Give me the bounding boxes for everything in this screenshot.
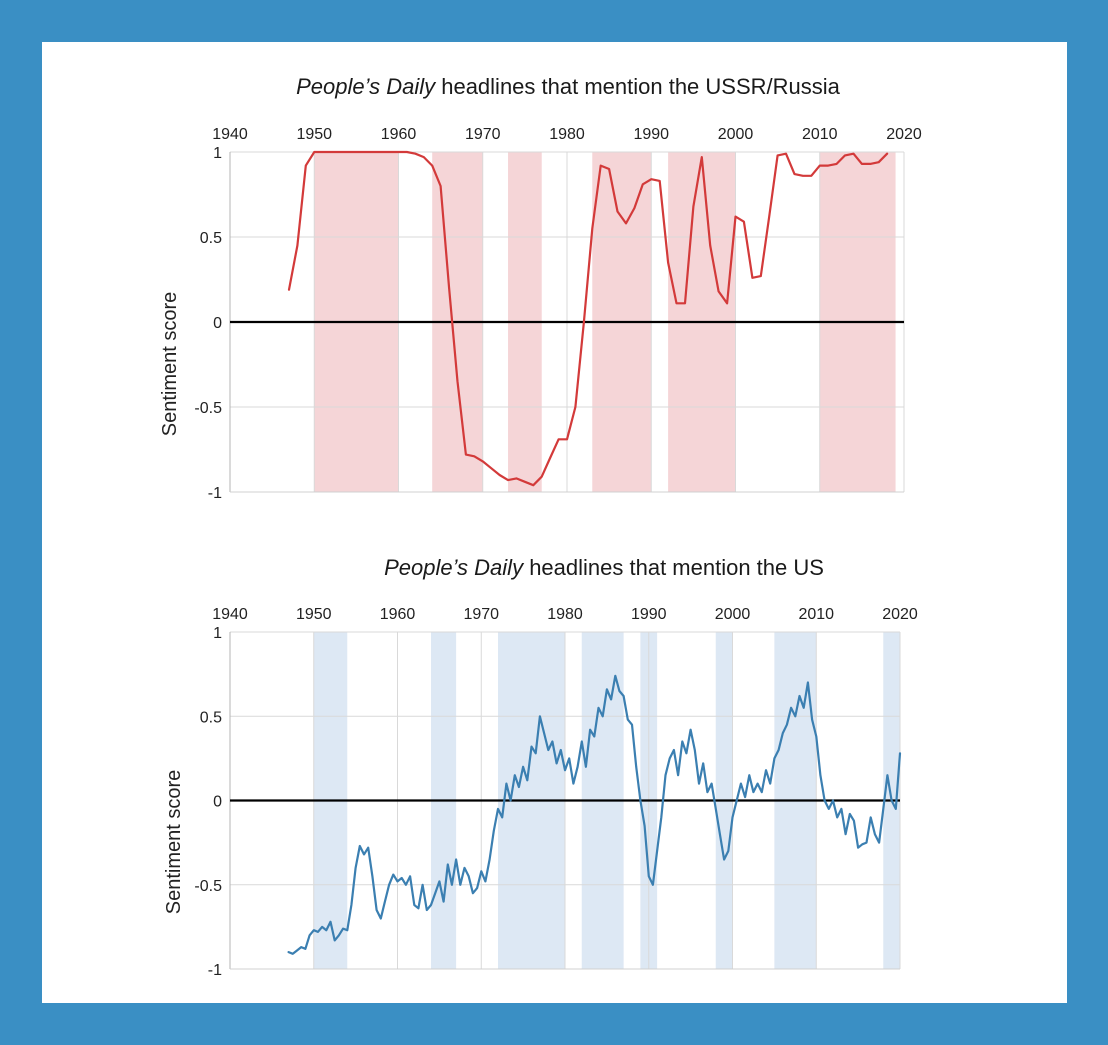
series-lines <box>287 150 889 487</box>
chart-title-rest: headlines that mention the US <box>523 555 824 580</box>
y-tick-label: 1 <box>213 625 222 642</box>
y-tick-label: 1 <box>213 145 222 162</box>
chart-title-italic: People’s Daily <box>296 74 437 99</box>
x-tick-label: 1950 <box>296 126 332 143</box>
y-axis-label: Sentiment score <box>163 770 185 915</box>
y-tick-label: 0.5 <box>200 709 222 726</box>
y-tick-labels: 1 0.5 0 -0.5 -1 <box>194 145 222 502</box>
x-tick-label: 2000 <box>718 126 754 143</box>
x-tick-label: 1970 <box>465 126 501 143</box>
chart-title-italic: People’s Daily <box>384 555 525 580</box>
x-tick-label: 2010 <box>798 606 834 623</box>
x-tick-label: 1970 <box>463 606 499 623</box>
x-tick-label: 1940 <box>212 606 248 623</box>
chart-title: People’s Daily headlines that mention th… <box>384 555 824 580</box>
x-tick-label: 2020 <box>882 606 918 623</box>
y-tick-label: 0 <box>213 315 222 332</box>
chart-title-rest: headlines that mention the USSR/Russia <box>435 74 841 99</box>
y-tick-label: 0.5 <box>200 230 222 247</box>
chart-ussr-russia: People’s Daily headlines that mention th… <box>159 74 922 502</box>
figure-panel: People’s Daily headlines that mention th… <box>42 42 1067 1003</box>
charts-canvas: People’s Daily headlines that mention th… <box>159 74 922 979</box>
x-tick-label: 1960 <box>381 126 417 143</box>
y-tick-label: -0.5 <box>194 878 222 895</box>
x-tick-label: 2020 <box>886 126 922 143</box>
chart-us: People’s Daily headlines that mention th… <box>163 555 918 979</box>
x-tick-label: 1990 <box>631 606 667 623</box>
y-tick-label: -0.5 <box>194 400 222 417</box>
x-tick-label: 2010 <box>802 126 838 143</box>
series-lines <box>287 674 902 955</box>
y-tick-label: -1 <box>208 962 222 979</box>
x-tick-label: 1940 <box>212 126 248 143</box>
x-tick-label: 1990 <box>633 126 669 143</box>
y-tick-label: -1 <box>208 485 222 502</box>
x-tick-label: 2000 <box>715 606 751 623</box>
x-tick-label: 1980 <box>549 126 585 143</box>
x-tick-labels: 1940 1950 1960 1970 1980 1990 2000 2010 2020 <box>212 606 918 623</box>
sentiment-series-line <box>287 674 902 955</box>
x-tick-label: 1980 <box>547 606 583 623</box>
x-tick-label: 1950 <box>296 606 332 623</box>
chart-title: People’s Daily headlines that mention th… <box>296 74 841 99</box>
y-tick-labels: 1 0.5 0 -0.5 -1 <box>194 625 222 979</box>
y-tick-label: 0 <box>213 794 222 811</box>
x-tick-label: 1960 <box>380 606 416 623</box>
x-tick-labels: 1940 1950 1960 1970 1980 1990 2000 2010 2020 <box>212 126 922 143</box>
y-axis-label: Sentiment score <box>159 292 181 437</box>
sentiment-series-line <box>287 150 889 487</box>
